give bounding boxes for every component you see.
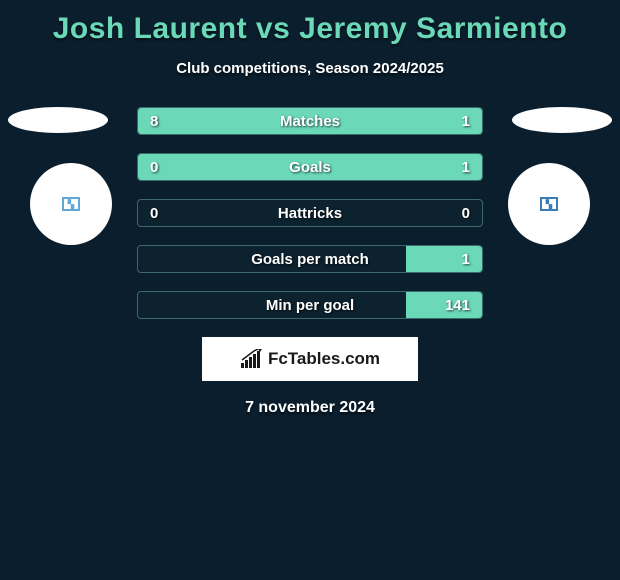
page-title: Josh Laurent vs Jeremy Sarmiento (0, 0, 620, 46)
stat-value-right: 1 (432, 251, 482, 268)
stat-rows: 8Matches10Goals10Hattricks0Goals per mat… (137, 107, 483, 319)
comparison-panel: ▚ ▚ 8Matches10Goals10Hattricks0Goals per… (0, 107, 620, 417)
stat-label: Goals (188, 159, 432, 176)
stat-row: 8Matches1 (137, 107, 483, 135)
stat-value-left: 0 (138, 205, 188, 222)
left-ellipse-decor (8, 107, 108, 133)
brand-box[interactable]: FcTables.com (202, 337, 418, 381)
stat-value-left: 0 (138, 159, 188, 176)
stat-row: Goals per match1 (137, 245, 483, 273)
left-badge-icon: ▚ (62, 197, 80, 211)
stat-label: Goals per match (188, 251, 432, 268)
stat-label: Min per goal (188, 297, 432, 314)
page-subtitle: Club competitions, Season 2024/2025 (0, 60, 620, 77)
date-label: 7 november 2024 (0, 399, 620, 417)
stat-value-right: 1 (432, 159, 482, 176)
stat-value-right: 0 (432, 205, 482, 222)
stat-row: 0Goals1 (137, 153, 483, 181)
brand-text: FcTables.com (268, 349, 380, 369)
right-badge-icon: ▚ (540, 197, 558, 211)
right-ellipse-decor (512, 107, 612, 133)
left-player-badge: ▚ (30, 163, 112, 245)
stat-value-right: 141 (432, 297, 482, 314)
stat-label: Hattricks (188, 205, 432, 222)
stat-value-left: 8 (138, 113, 188, 130)
stat-label: Matches (188, 113, 432, 130)
stat-row: 0Hattricks0 (137, 199, 483, 227)
stat-row: Min per goal141 (137, 291, 483, 319)
brand-chart-icon (240, 349, 264, 369)
right-player-badge: ▚ (508, 163, 590, 245)
stat-value-right: 1 (432, 113, 482, 130)
